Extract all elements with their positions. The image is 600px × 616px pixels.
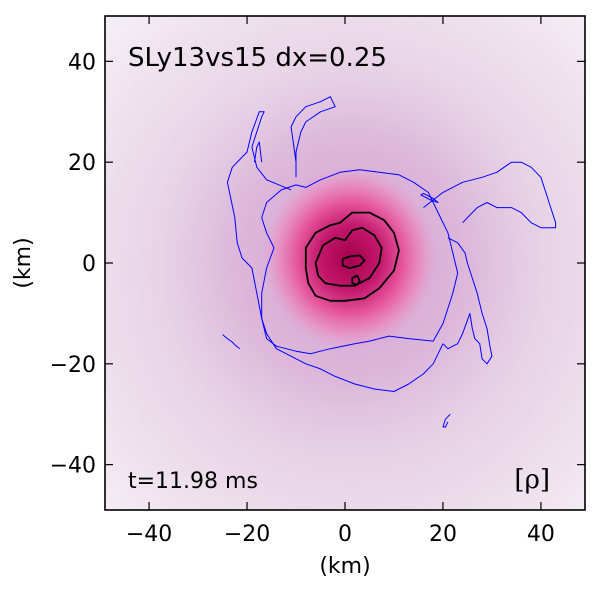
outer-contour-small-loop xyxy=(420,192,439,203)
plot-title: SLy13vs15 dx=0.25 xyxy=(128,43,387,73)
outer-contour-tail xyxy=(442,413,451,428)
y-tick-label: −40 xyxy=(50,454,96,479)
core-contour-inner xyxy=(314,226,383,287)
outer-contour-arm-top xyxy=(226,111,292,355)
x-tick-label: −40 xyxy=(126,522,172,547)
x-tick-label: −20 xyxy=(224,522,270,547)
y-tick-label: −20 xyxy=(50,353,96,378)
y-axis-label: (km) xyxy=(11,237,36,288)
core-contour-outer xyxy=(304,211,400,302)
x-axis-label: (km) xyxy=(319,554,370,579)
core-contour-dot xyxy=(351,274,361,286)
quantity-label: [ρ] xyxy=(514,465,550,495)
y-tick-label: 40 xyxy=(68,50,96,75)
plot-area xyxy=(105,16,585,510)
core-glow xyxy=(261,165,439,351)
outer-contour-arm-lowright xyxy=(442,237,493,365)
outer-contour-arm-right xyxy=(423,161,557,229)
core-contour-oval xyxy=(341,254,366,269)
x-tick-label: 40 xyxy=(527,522,555,547)
y-tick-label: 0 xyxy=(82,252,96,277)
x-tick-label: 0 xyxy=(338,522,352,547)
x-tick-label: 20 xyxy=(429,522,457,547)
outer-contour-fleck xyxy=(222,334,241,350)
time-annotation: t=11.98 ms xyxy=(128,469,258,494)
outer-contour-spike-left xyxy=(253,141,263,163)
y-tick-label: 20 xyxy=(68,151,96,176)
outer-contour xyxy=(261,169,459,355)
outer-contour-arm-lowleft xyxy=(285,343,444,392)
outer-contour-arm-upper xyxy=(290,96,336,178)
